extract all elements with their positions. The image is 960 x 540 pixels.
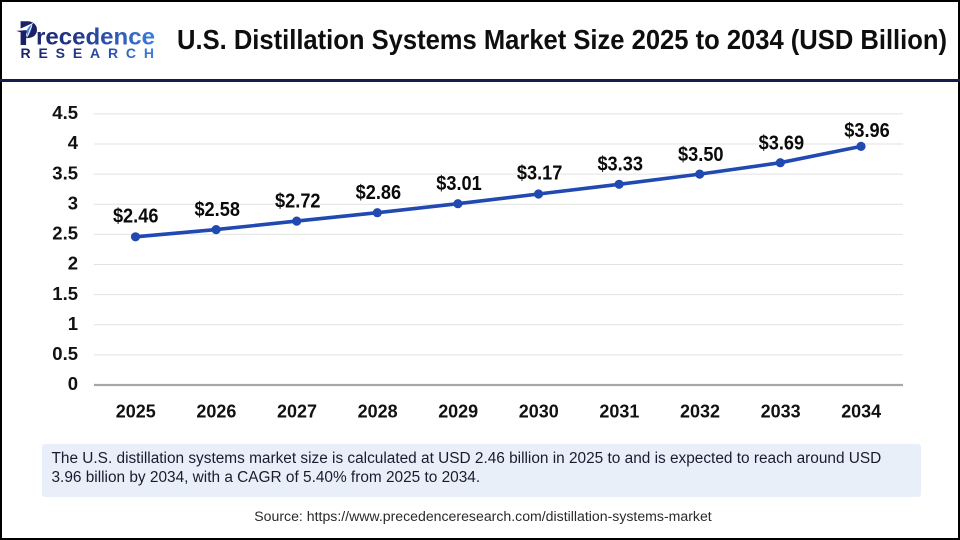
svg-text:$3.17: $3.17	[517, 162, 563, 184]
svg-text:3.5: 3.5	[52, 162, 78, 183]
svg-text:2026: 2026	[196, 401, 236, 422]
svg-text:4: 4	[68, 132, 79, 153]
svg-text:2032: 2032	[680, 401, 720, 422]
svg-text:$3.69: $3.69	[759, 132, 805, 154]
svg-text:$2.72: $2.72	[275, 190, 321, 212]
svg-text:$2.46: $2.46	[113, 206, 159, 228]
svg-text:2027: 2027	[277, 401, 317, 422]
svg-text:2029: 2029	[438, 401, 478, 422]
svg-text:$3.50: $3.50	[678, 144, 724, 166]
svg-text:2.5: 2.5	[52, 223, 78, 244]
svg-text:2033: 2033	[761, 401, 801, 422]
svg-text:2034: 2034	[841, 401, 882, 422]
svg-text:2025: 2025	[116, 401, 156, 422]
svg-text:2031: 2031	[599, 401, 639, 422]
svg-text:0.5: 0.5	[52, 343, 78, 364]
svg-text:$2.86: $2.86	[356, 182, 402, 204]
svg-text:$3.96: $3.96	[844, 120, 890, 142]
svg-text:$3.01: $3.01	[436, 173, 482, 195]
svg-text:$2.58: $2.58	[194, 199, 240, 221]
svg-text:0: 0	[68, 373, 78, 394]
svg-text:1.5: 1.5	[52, 283, 78, 304]
svg-text:1: 1	[68, 313, 78, 334]
svg-text:$3.33: $3.33	[597, 154, 643, 176]
svg-text:2030: 2030	[519, 401, 559, 422]
svg-text:3: 3	[68, 192, 78, 213]
svg-text:2028: 2028	[358, 401, 398, 422]
svg-text:2: 2	[68, 253, 78, 274]
svg-text:recedence: recedence	[36, 24, 155, 50]
svg-text:4.5: 4.5	[52, 102, 78, 123]
